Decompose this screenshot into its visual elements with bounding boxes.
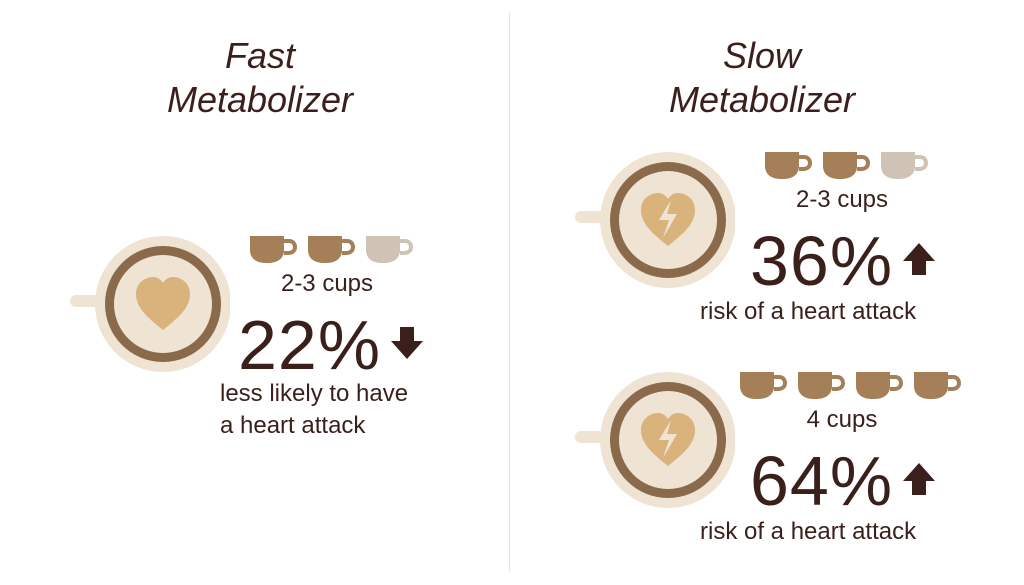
coffee-mug-icon xyxy=(575,372,735,508)
arrow-down-icon xyxy=(389,325,425,366)
slow-percent-1: 36% xyxy=(750,222,894,300)
coffee-cup-empty-icon xyxy=(364,234,414,264)
slow-cups-label-2: 4 cups xyxy=(806,406,878,433)
arrow-up-icon xyxy=(901,461,937,502)
broken-heart-icon xyxy=(641,413,695,466)
slow-title: Slow Metabolizer xyxy=(630,34,894,122)
coffee-cup-icon xyxy=(854,370,904,400)
coffee-cup-icon xyxy=(763,150,813,180)
fast-caption-line1: less likely to have xyxy=(220,380,409,407)
fast-cups xyxy=(248,234,414,264)
fast-percent: 22% xyxy=(238,306,382,384)
slow-stat-2: 64% xyxy=(750,446,937,516)
slow-caption-1: risk of a heart attack xyxy=(700,298,917,325)
slow-caption-2: risk of a heart attack xyxy=(700,518,917,545)
coffee-cup-icon xyxy=(248,234,298,264)
broken-heart-icon xyxy=(641,193,695,246)
coffee-cup-icon xyxy=(912,370,962,400)
fast-title-line1: Fast xyxy=(224,35,295,76)
slow-stat-1: 36% xyxy=(750,226,937,296)
coffee-mug-icon xyxy=(575,152,735,288)
fast-caption-line2: a heart attack xyxy=(220,412,366,439)
coffee-cup-icon xyxy=(796,370,846,400)
fast-title: Fast Metabolizer xyxy=(130,34,390,122)
heart-icon xyxy=(136,277,190,330)
slow-title-line1: Slow xyxy=(722,35,802,76)
fast-caption: less likely to have a heart attack xyxy=(220,378,480,442)
fast-stat: 22% xyxy=(238,310,425,380)
slow-cups-label-1: 2-3 cups xyxy=(795,186,889,213)
coffee-mug-icon xyxy=(70,236,230,372)
coffee-cup-icon xyxy=(821,150,871,180)
coffee-cup-icon xyxy=(306,234,356,264)
slow-cups-2 xyxy=(738,370,962,400)
coffee-cup-empty-icon xyxy=(879,150,929,180)
fast-title-line2: Metabolizer xyxy=(166,79,354,120)
divider xyxy=(509,12,510,572)
slow-title-line2: Metabolizer xyxy=(668,79,856,120)
coffee-cup-icon xyxy=(738,370,788,400)
slow-percent-2: 64% xyxy=(750,442,894,520)
arrow-up-icon xyxy=(901,241,937,282)
slow-cups-1 xyxy=(763,150,929,180)
fast-cups-label: 2-3 cups xyxy=(280,270,374,297)
